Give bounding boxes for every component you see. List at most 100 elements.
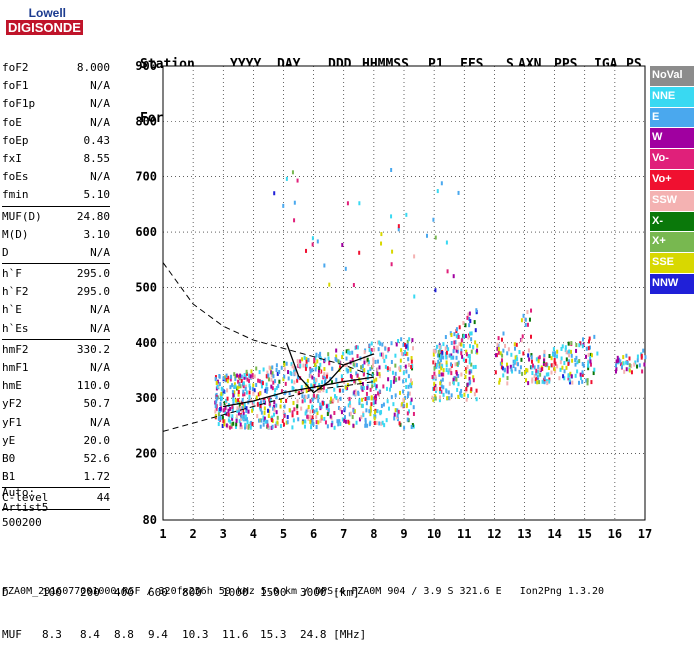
echo-point	[474, 328, 477, 333]
echo-point	[585, 346, 588, 351]
echo-point	[364, 417, 367, 422]
echo-point	[498, 380, 501, 385]
legend-item: SSE	[650, 253, 694, 273]
echo-point	[302, 363, 305, 368]
echo-point	[245, 417, 248, 422]
echo-point	[381, 342, 384, 347]
echo-point	[383, 423, 386, 428]
echo-point	[438, 372, 441, 377]
echo-point	[407, 357, 410, 362]
echo-point	[378, 372, 381, 377]
echo-point	[468, 354, 471, 359]
echo-point	[217, 422, 220, 427]
echo-point	[554, 361, 557, 366]
echo-point	[358, 401, 361, 406]
echo-point	[293, 200, 296, 205]
echo-point	[221, 391, 224, 396]
echo-point	[257, 378, 260, 383]
x-tick-label: 8	[370, 527, 377, 541]
echo-point	[245, 372, 248, 377]
y-tick-label: 80	[143, 513, 157, 527]
echo-point	[244, 386, 247, 391]
echo-point	[412, 411, 415, 416]
muf-table-cell: 100	[42, 586, 62, 599]
echo-point	[548, 377, 551, 382]
echo-point	[234, 376, 237, 381]
x-tick-label: 7	[340, 527, 347, 541]
echo-point	[333, 387, 336, 392]
echo-point	[311, 368, 314, 373]
echo-point	[554, 369, 557, 374]
param-name: h`E	[2, 303, 22, 317]
echo-point	[255, 383, 258, 388]
param-name: MUF(D)	[2, 209, 42, 223]
echo-point	[274, 388, 277, 393]
echo-point	[265, 389, 268, 394]
echo-point	[552, 363, 555, 368]
echo-point	[339, 421, 342, 426]
echo-point	[301, 357, 304, 362]
echo-point	[311, 421, 314, 426]
echo-point	[556, 364, 559, 369]
echo-point	[291, 364, 294, 369]
echo-point	[296, 359, 299, 364]
param-row: B0 52.6	[2, 450, 110, 468]
echo-point	[569, 371, 572, 376]
echo-point	[259, 424, 262, 429]
echo-point	[388, 387, 391, 392]
echo-point	[286, 420, 289, 425]
param-row: fmin 5.10	[2, 186, 110, 204]
echo-point	[244, 425, 247, 430]
echo-point	[314, 367, 317, 372]
echo-point	[465, 387, 468, 392]
echo-point	[450, 371, 453, 376]
echo-point	[215, 396, 218, 401]
echo-point	[533, 365, 536, 370]
echo-point	[312, 422, 315, 427]
echo-point	[236, 373, 239, 378]
echo-point	[248, 395, 251, 400]
echo-point	[305, 364, 308, 369]
echo-point	[445, 350, 448, 355]
echo-point	[390, 341, 393, 346]
echo-point	[224, 405, 227, 410]
echo-point	[579, 372, 582, 377]
echo-point	[475, 397, 478, 402]
echo-point	[317, 388, 320, 393]
param-row: h`F 295.0	[2, 265, 110, 283]
echo-point	[447, 347, 450, 352]
echo-point	[547, 365, 550, 370]
echo-point	[527, 353, 530, 358]
echo-point	[297, 417, 300, 422]
x-tick-label: 10	[427, 527, 441, 541]
echo-point	[339, 407, 342, 412]
echo-point	[363, 350, 366, 355]
echo-point	[500, 360, 503, 365]
echo-point	[232, 398, 235, 403]
echo-point	[575, 355, 578, 360]
plot-frame	[162, 65, 646, 521]
x-tick-label: 6	[310, 527, 317, 541]
legend-item: W	[650, 128, 694, 149]
echo-point	[243, 402, 246, 407]
echo-point	[560, 356, 563, 361]
echo-point	[355, 363, 358, 368]
echo-point	[232, 421, 235, 426]
echo-point	[448, 368, 451, 373]
echo-point	[410, 378, 413, 383]
echo-point	[502, 373, 505, 378]
echo-point	[348, 396, 351, 401]
echo-point	[238, 403, 241, 408]
echo-point	[300, 406, 303, 411]
echo-point	[568, 353, 571, 358]
echo-point	[358, 398, 361, 403]
echo-point	[410, 359, 413, 364]
echo-point	[525, 367, 528, 372]
echo-point	[530, 365, 533, 370]
echo-point	[263, 399, 266, 404]
legend-item: X-	[650, 211, 694, 232]
echo-point	[271, 415, 274, 420]
echo-point	[542, 362, 545, 367]
echo-point	[496, 346, 499, 351]
echo-point	[256, 402, 259, 407]
